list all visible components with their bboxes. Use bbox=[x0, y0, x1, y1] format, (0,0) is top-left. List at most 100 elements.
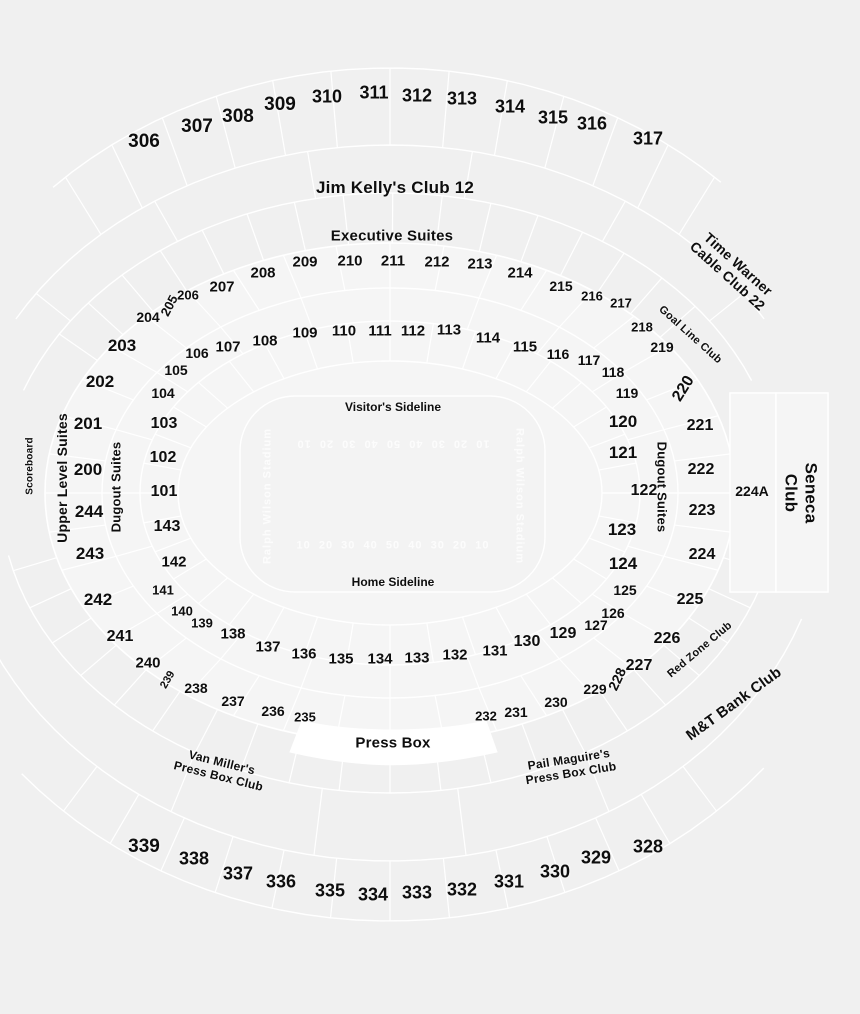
seneca-club[interactable]: Seneca Club bbox=[782, 462, 821, 524]
section-207[interactable]: 207 bbox=[209, 278, 235, 296]
section-109[interactable]: 109 bbox=[292, 324, 318, 342]
section-216[interactable]: 216 bbox=[581, 288, 603, 304]
goal-line-club[interactable]: Goal Line Club bbox=[656, 303, 725, 367]
section-111[interactable]: 111 bbox=[368, 322, 392, 340]
section-116[interactable]: 116 bbox=[546, 345, 570, 362]
section-104[interactable]: 104 bbox=[151, 384, 175, 401]
section-242[interactable]: 242 bbox=[83, 590, 113, 610]
section-217[interactable]: 217 bbox=[610, 295, 632, 311]
section-135[interactable]: 135 bbox=[328, 650, 354, 668]
section-136[interactable]: 136 bbox=[291, 645, 317, 663]
section-115[interactable]: 115 bbox=[512, 338, 538, 356]
section-332[interactable]: 332 bbox=[446, 879, 478, 900]
section-204[interactable]: 204 bbox=[136, 308, 160, 325]
section-134[interactable]: 134 bbox=[367, 650, 393, 668]
section-106[interactable]: 106 bbox=[185, 344, 209, 361]
section-243[interactable]: 243 bbox=[75, 544, 105, 564]
dugout-suites-left[interactable]: Dugout Suites bbox=[108, 441, 124, 533]
section-225[interactable]: 225 bbox=[676, 590, 704, 608]
section-331[interactable]: 331 bbox=[493, 871, 525, 892]
section-101[interactable]: 101 bbox=[150, 482, 178, 500]
section-333[interactable]: 333 bbox=[401, 882, 433, 903]
section-110[interactable]: 110 bbox=[331, 322, 357, 340]
section-309[interactable]: 309 bbox=[264, 94, 296, 116]
section-229[interactable]: 229 bbox=[583, 680, 607, 697]
section-121[interactable]: 121 bbox=[608, 443, 638, 463]
section-312[interactable]: 312 bbox=[401, 85, 433, 106]
section-306[interactable]: 306 bbox=[128, 131, 160, 153]
section-108[interactable]: 108 bbox=[252, 332, 278, 350]
section-239[interactable]: 239 bbox=[157, 668, 178, 691]
scoreboard[interactable]: Scoreboard bbox=[24, 437, 36, 495]
red-zone-club[interactable]: Red Zone Club bbox=[665, 619, 735, 681]
executive-suites[interactable]: Executive Suites bbox=[330, 227, 454, 245]
section-129[interactable]: 129 bbox=[549, 624, 577, 642]
section-314[interactable]: 314 bbox=[494, 96, 526, 117]
section-117[interactable]: 117 bbox=[577, 351, 601, 368]
section-141[interactable]: 141 bbox=[152, 582, 174, 598]
section-317[interactable]: 317 bbox=[632, 128, 664, 149]
section-137[interactable]: 137 bbox=[255, 638, 281, 656]
section-311[interactable]: 311 bbox=[359, 82, 389, 103]
section-206[interactable]: 206 bbox=[177, 287, 199, 303]
section-310[interactable]: 310 bbox=[311, 86, 343, 107]
section-224[interactable]: 224 bbox=[688, 545, 716, 563]
jim-kellys-club-12[interactable]: Jim Kelly's Club 12 bbox=[315, 178, 475, 198]
section-336[interactable]: 336 bbox=[265, 871, 297, 892]
section-202[interactable]: 202 bbox=[85, 372, 115, 392]
section-307[interactable]: 307 bbox=[181, 116, 213, 138]
section-330[interactable]: 330 bbox=[539, 861, 571, 882]
section-328[interactable]: 328 bbox=[632, 836, 664, 857]
pail-maguires-press-box-club[interactable]: Pail Maguire's Press Box Club bbox=[524, 745, 618, 787]
section-105[interactable]: 105 bbox=[164, 361, 188, 378]
section-334[interactable]: 334 bbox=[357, 884, 389, 905]
section-133[interactable]: 133 bbox=[404, 649, 430, 667]
section-329[interactable]: 329 bbox=[580, 847, 612, 868]
section-114[interactable]: 114 bbox=[475, 329, 501, 347]
section-214[interactable]: 214 bbox=[507, 264, 533, 282]
section-119[interactable]: 119 bbox=[615, 384, 639, 401]
section-337[interactable]: 337 bbox=[222, 863, 254, 884]
section-215[interactable]: 215 bbox=[549, 277, 573, 294]
section-338[interactable]: 338 bbox=[178, 848, 210, 869]
section-226[interactable]: 226 bbox=[653, 629, 681, 647]
section-113[interactable]: 113 bbox=[436, 321, 462, 339]
section-208[interactable]: 208 bbox=[250, 264, 276, 282]
section-142[interactable]: 142 bbox=[161, 553, 187, 571]
section-241[interactable]: 241 bbox=[106, 627, 134, 645]
section-339[interactable]: 339 bbox=[128, 836, 160, 858]
section-124[interactable]: 124 bbox=[608, 554, 638, 574]
section-118[interactable]: 118 bbox=[601, 363, 625, 380]
section-335[interactable]: 335 bbox=[314, 880, 346, 901]
section-123[interactable]: 123 bbox=[607, 520, 637, 540]
section-213[interactable]: 213 bbox=[467, 255, 493, 273]
section-139[interactable]: 139 bbox=[191, 615, 213, 631]
section-212[interactable]: 212 bbox=[424, 253, 450, 271]
section-224a[interactable]: 224A bbox=[735, 482, 769, 499]
section-238[interactable]: 238 bbox=[184, 679, 208, 696]
section-221[interactable]: 221 bbox=[686, 416, 714, 434]
section-211[interactable]: 211 bbox=[380, 252, 406, 270]
section-126[interactable]: 126 bbox=[601, 604, 625, 621]
section-308[interactable]: 308 bbox=[222, 106, 254, 128]
section-143[interactable]: 143 bbox=[153, 517, 181, 535]
section-244[interactable]: 244 bbox=[74, 502, 104, 522]
section-228[interactable]: 228 bbox=[604, 665, 630, 693]
section-222[interactable]: 222 bbox=[687, 460, 715, 478]
section-103[interactable]: 103 bbox=[150, 414, 178, 432]
section-231[interactable]: 231 bbox=[504, 703, 528, 720]
time-warner-cable-club-22[interactable]: Time Warner Cable Club 22 bbox=[686, 229, 776, 314]
section-125[interactable]: 125 bbox=[613, 581, 637, 598]
section-230[interactable]: 230 bbox=[544, 693, 568, 710]
section-223[interactable]: 223 bbox=[688, 501, 716, 519]
section-127[interactable]: 127 bbox=[584, 616, 608, 633]
section-232[interactable]: 232 bbox=[475, 708, 497, 724]
section-130[interactable]: 130 bbox=[513, 632, 541, 650]
upper-level-suites[interactable]: Upper Level Suites bbox=[53, 413, 70, 543]
dugout-suites-right[interactable]: Dugout Suites bbox=[654, 441, 670, 533]
section-236[interactable]: 236 bbox=[261, 702, 285, 719]
section-132[interactable]: 132 bbox=[442, 646, 468, 664]
section-203[interactable]: 203 bbox=[107, 336, 137, 356]
section-131[interactable]: 131 bbox=[482, 642, 508, 660]
van-millers-press-box-club[interactable]: Van Miller's Press Box Club bbox=[172, 747, 265, 794]
